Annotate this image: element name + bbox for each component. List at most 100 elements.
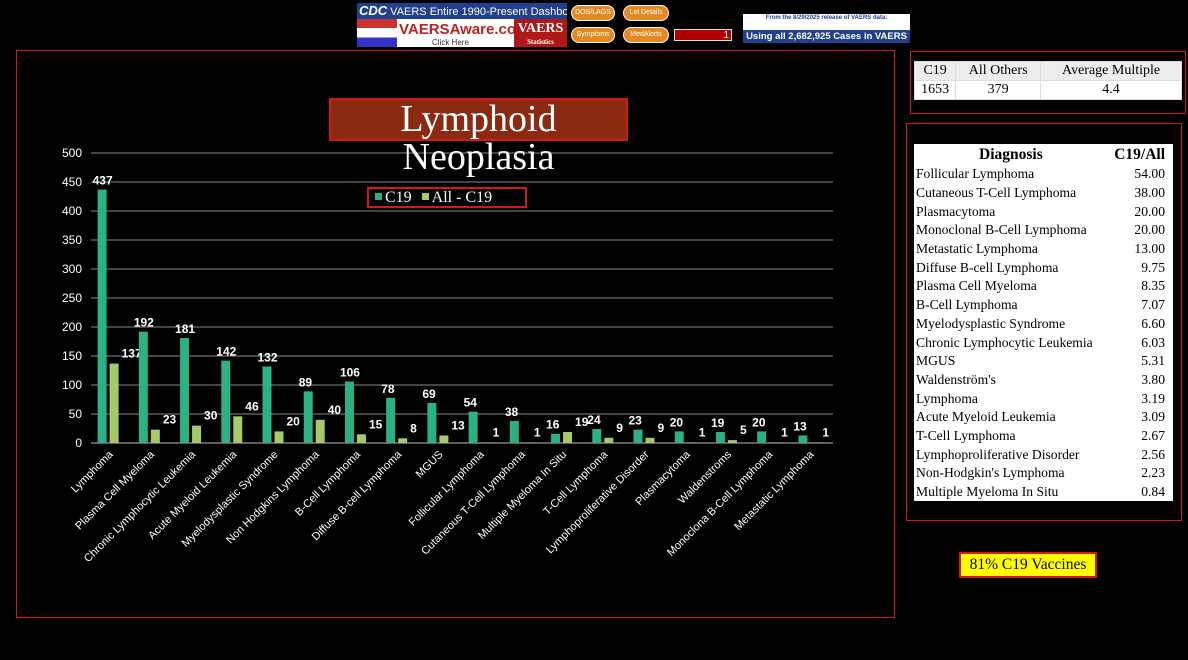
bar-all-minus-c19 bbox=[604, 437, 614, 443]
data-label: 1 bbox=[822, 425, 829, 439]
table-row: Waldenström's 3.80 bbox=[914, 371, 1173, 390]
table-row: T-Cell Lymphoma 2.67 bbox=[914, 427, 1173, 446]
table-row: Lymphoma 3.19 bbox=[914, 389, 1173, 408]
medalerts-button[interactable]: MedAlerts bbox=[623, 27, 669, 43]
vaers-dashboard-banner[interactable]: CDC VAERS Entire 1990-Present Dashboard bbox=[357, 3, 567, 19]
bar-all-minus-c19 bbox=[274, 431, 284, 443]
data-label: 132 bbox=[258, 350, 278, 364]
diagnosis-ratio: 20.00 bbox=[1134, 203, 1165, 219]
bar-c19 bbox=[592, 429, 602, 443]
data-label: 20 bbox=[287, 414, 301, 428]
bar-all-minus-c19 bbox=[480, 442, 490, 443]
diagnosis-name: Chronic Lymphocytic Leukemia bbox=[916, 334, 1093, 350]
y-tick-label: 500 bbox=[62, 146, 82, 160]
data-label: 20 bbox=[752, 415, 766, 429]
diagnosis-ratio: 3.19 bbox=[1141, 390, 1165, 406]
ratio-header: C19/All bbox=[1114, 145, 1165, 163]
bar-c19 bbox=[344, 381, 354, 443]
lot-details-button[interactable]: Lot Details bbox=[623, 5, 669, 21]
summary-value-others: 379 bbox=[955, 80, 1042, 100]
banner-title: VAERS Entire 1990-Present Dashboard bbox=[390, 6, 567, 18]
data-label: 437 bbox=[93, 174, 113, 188]
diagnosis-ratio: 0.84 bbox=[1141, 484, 1165, 500]
data-label: 78 bbox=[381, 382, 395, 396]
ad-site-text: VAERSAware.com bbox=[399, 21, 530, 38]
diagnosis-header: Diagnosis bbox=[979, 145, 1043, 163]
data-label: 1 bbox=[493, 425, 500, 439]
legend-label-c19: C19 bbox=[385, 189, 412, 206]
bar-c19 bbox=[303, 391, 313, 443]
bar-all-minus-c19 bbox=[521, 442, 531, 443]
bar-c19 bbox=[221, 360, 231, 443]
y-tick-label: 350 bbox=[62, 233, 82, 247]
data-label: 13 bbox=[793, 419, 807, 433]
bar-c19 bbox=[633, 429, 643, 443]
summary-header-average: Average Multiple bbox=[1040, 61, 1182, 81]
y-tick-label: 0 bbox=[75, 436, 82, 450]
bar-all-minus-c19 bbox=[810, 442, 820, 443]
table-row: Follicular Lymphoma 54.00 bbox=[914, 165, 1173, 184]
data-label: 8 bbox=[410, 421, 417, 435]
vaers-aware-ad[interactable]: VAERSAware.com Click Here VAERS Statistic… bbox=[357, 19, 567, 47]
diagnosis-ratio: 54.00 bbox=[1134, 166, 1165, 182]
diagnosis-name: Myelodysplastic Syndrome bbox=[916, 315, 1066, 331]
summary-header-c19: C19 bbox=[913, 61, 957, 81]
bar-all-minus-c19 bbox=[109, 363, 119, 443]
flag-icon bbox=[357, 19, 397, 47]
diagnosis-ratio: 2.23 bbox=[1141, 465, 1165, 481]
ad-logo-subtext: Statistics bbox=[527, 38, 554, 46]
chart-title: Lymphoid Neoplasia bbox=[329, 98, 628, 176]
table-row: B-Cell Lymphoma 7.07 bbox=[914, 296, 1173, 315]
dos-lags-button[interactable]: DOS/LAGS bbox=[571, 5, 615, 21]
table-row: Chronic Lymphocytic Leukemia 6.03 bbox=[914, 333, 1173, 352]
ad-click-text: Click Here bbox=[432, 38, 469, 47]
table-row: Myelodysplastic Syndrome 6.60 bbox=[914, 315, 1173, 334]
data-label: 142 bbox=[216, 345, 236, 359]
bar-all-minus-c19 bbox=[563, 431, 573, 443]
legend-label-all-minus-c19: All - C19 bbox=[431, 189, 493, 206]
bar-all-minus-c19 bbox=[233, 416, 243, 443]
symptoms-button[interactable]: Symptoms bbox=[571, 27, 615, 43]
diagnosis-ratio: 5.31 bbox=[1141, 353, 1165, 369]
data-label: 15 bbox=[369, 417, 383, 431]
bar-all-minus-c19 bbox=[150, 429, 160, 443]
counter-field[interactable]: 1 bbox=[674, 29, 732, 41]
diagnosis-frame bbox=[906, 123, 1182, 521]
table-row: Non-Hodgkin's Lymphoma 2.23 bbox=[914, 464, 1173, 483]
data-label: 20 bbox=[670, 415, 684, 429]
bar-c19 bbox=[798, 435, 808, 443]
bar-c19 bbox=[427, 402, 437, 443]
table-row: Lymphoproliferative Disorder 2.56 bbox=[914, 445, 1173, 464]
data-label: 69 bbox=[422, 387, 436, 401]
bar-all-minus-c19 bbox=[356, 434, 366, 443]
bar-all-minus-c19 bbox=[769, 442, 779, 443]
diagnosis-name: T-Cell Lymphoma bbox=[916, 427, 1016, 443]
x-tick-label: Metastatic Lymphoma bbox=[732, 448, 817, 533]
diagnosis-name: Plasmacytoma bbox=[916, 203, 996, 219]
vaccine-percent-badge: 81% C19 Vaccines bbox=[959, 552, 1097, 578]
table-row: Diffuse B-cell Lymphoma 9.75 bbox=[914, 258, 1173, 277]
lymphoid-neoplasia-chart: 050100150200250300350400450500437137Lymp… bbox=[62, 146, 833, 565]
data-label: 13 bbox=[451, 418, 465, 432]
table-row: Metastatic Lymphoma 13.00 bbox=[914, 240, 1173, 259]
bar-c19 bbox=[386, 397, 396, 443]
diagnosis-ratio: 6.03 bbox=[1141, 334, 1165, 350]
data-label: 46 bbox=[245, 399, 259, 413]
bar-c19 bbox=[715, 431, 725, 443]
bar-c19 bbox=[468, 411, 478, 443]
data-label: 30 bbox=[204, 409, 218, 423]
data-label: 137 bbox=[122, 347, 142, 361]
summary-header-others: All Others bbox=[955, 61, 1042, 81]
table-row: Cutaneous T-Cell Lymphoma 38.00 bbox=[914, 184, 1173, 203]
diagnosis-name: Plasma Cell Myeloma bbox=[916, 278, 1037, 294]
data-label: 54 bbox=[464, 396, 478, 410]
diagnosis-ratio: 3.09 bbox=[1141, 409, 1165, 425]
summary-value-c19: 1653 bbox=[913, 80, 957, 100]
diagnosis-name: Monoclonal B-Cell Lymphoma bbox=[916, 222, 1087, 238]
diagnosis-ratio: 9.75 bbox=[1141, 259, 1165, 275]
table-row: Multiple Myeloma In Situ 0.84 bbox=[914, 483, 1173, 502]
bar-all-minus-c19 bbox=[727, 440, 737, 443]
data-label: 23 bbox=[629, 414, 643, 428]
data-label: 89 bbox=[299, 375, 313, 389]
data-label: 1 bbox=[781, 425, 788, 439]
